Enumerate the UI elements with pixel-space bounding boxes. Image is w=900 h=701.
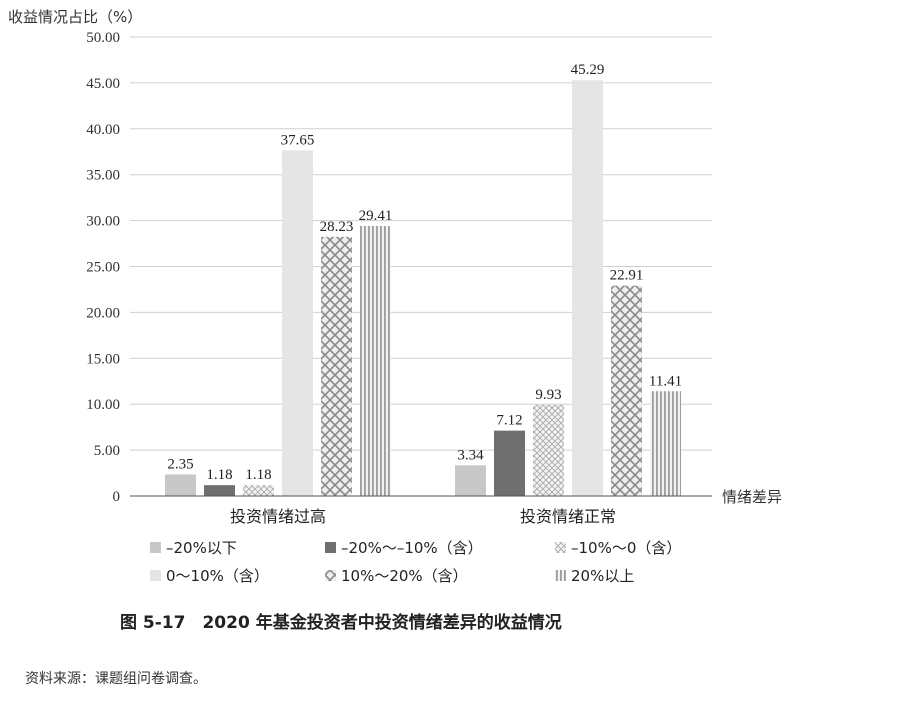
y-tick-label: 35.00 — [86, 168, 120, 184]
legend-swatch — [325, 570, 336, 581]
legend-swatch — [555, 542, 566, 553]
data-label: 29.41 — [359, 208, 393, 224]
bar — [572, 80, 603, 497]
category-labels: 投资情绪过高 投资情绪正常 — [230, 507, 616, 526]
legend-swatch — [325, 542, 336, 553]
legend-label: –10%～0（含） — [571, 539, 681, 557]
legend: –20%以下 –20%～–10%（含） –10%～0（含） 0～10%（含） 10%～2… — [150, 539, 681, 585]
legend-label: –20%以下 — [166, 539, 237, 557]
data-label: 45.29 — [571, 62, 605, 78]
figure-caption: 图 5-17 2020 年基金投资者中投资情绪差异的收益情况 — [120, 612, 562, 633]
bar — [533, 404, 564, 496]
y-axis-title: 收益情况占比（%） — [8, 8, 142, 26]
data-label: 2.35 — [167, 456, 193, 472]
data-label: 28.23 — [320, 219, 354, 235]
data-label: 11.41 — [649, 373, 682, 389]
bar — [494, 430, 525, 496]
legend-label: 10%～20%（含） — [341, 567, 468, 585]
bar — [165, 474, 196, 496]
y-tick-label: 25.00 — [86, 260, 120, 276]
data-labels: 2.35 1.18 1.18 37.65 28.23 29.41 3.34 7.12 9.93 4… — [167, 62, 682, 483]
y-tick-label: 50.00 — [86, 30, 120, 46]
data-label: 1.18 — [206, 467, 232, 483]
data-label: 37.65 — [281, 132, 315, 148]
bar — [204, 485, 235, 496]
gridlines — [130, 36, 712, 451]
category-label: 投资情绪正常 — [520, 507, 616, 526]
y-tick-label: 45.00 — [86, 76, 120, 92]
legend-label: 0～10%（含） — [166, 567, 269, 585]
y-tick-label: 15.00 — [86, 351, 120, 367]
bar — [360, 226, 391, 496]
bars — [165, 80, 681, 497]
y-tick-label: 5.00 — [94, 443, 120, 459]
legend-label: –20%～–10%（含） — [341, 539, 483, 557]
bar — [611, 285, 642, 496]
bar — [650, 391, 681, 496]
y-tick-label: 0 — [113, 489, 121, 505]
data-label: 7.12 — [496, 413, 522, 429]
bar — [455, 465, 486, 496]
data-label: 22.91 — [610, 268, 644, 284]
data-label: 3.34 — [457, 447, 484, 463]
bar — [321, 236, 352, 496]
legend-swatch — [150, 570, 161, 581]
bar — [243, 485, 274, 496]
x-axis-title: 情绪差异 — [722, 488, 782, 506]
y-tick-label: 30.00 — [86, 214, 120, 230]
y-tick-label: 40.00 — [86, 122, 120, 138]
category-label: 投资情绪过高 — [230, 507, 326, 526]
data-label: 9.93 — [535, 387, 561, 403]
bar — [282, 150, 313, 497]
source-note: 资料来源：课题组问卷调查。 — [25, 671, 207, 687]
y-tick-label: 20.00 — [86, 305, 120, 321]
y-tick-label: 10.00 — [86, 397, 120, 413]
legend-swatch — [150, 542, 161, 553]
y-tick-labels: 0 5.00 10.00 15.00 20.00 25.00 30.00 35.00 40.00… — [86, 30, 120, 505]
legend-swatch — [555, 570, 566, 581]
legend-label: 20%以上 — [571, 567, 634, 585]
data-label: 1.18 — [245, 467, 271, 483]
